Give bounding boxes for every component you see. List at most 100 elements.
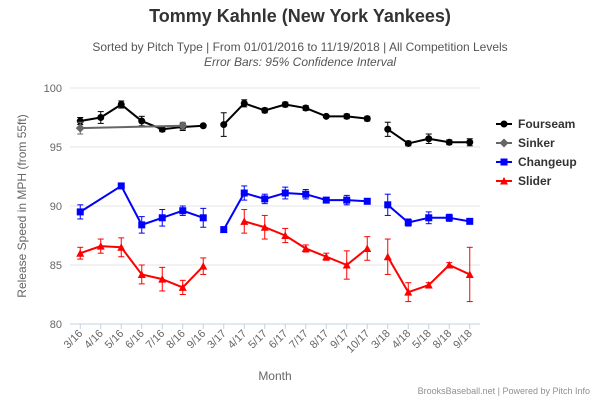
fourseam-point: [384, 125, 392, 133]
fourseam-point: [240, 99, 248, 107]
sinker-line-segment: [80, 124, 183, 130]
fourseam-point: [302, 104, 310, 112]
slider-line-segment: [386, 256, 410, 293]
slider-line-segment: [264, 226, 286, 237]
changeup-point: [117, 182, 125, 190]
changeup-point: [404, 219, 412, 227]
slider-point: [158, 275, 167, 283]
slider-point: [281, 231, 290, 239]
changeup-point: [138, 221, 146, 229]
fourseam-point: [261, 106, 269, 114]
slider-point: [404, 288, 413, 296]
fourseam-line-segment: [141, 120, 163, 131]
slider-point: [76, 249, 85, 257]
fourseam-point: [199, 122, 207, 130]
series-slider: [76, 209, 474, 303]
fourseam-line-segment: [264, 103, 286, 112]
legend-marker-sinker: [499, 138, 509, 148]
chart-title: Tommy Kahnle (New York Yankees): [149, 6, 451, 26]
fourseam-line-segment: [100, 103, 122, 119]
series-sinker: [75, 121, 188, 135]
slider-point: [301, 244, 310, 252]
slider-line-segment: [284, 234, 307, 250]
slider-point: [322, 252, 331, 261]
fourseam-point: [158, 125, 166, 133]
sinker-point: [178, 121, 188, 131]
x-tick-label: 8/18: [431, 328, 455, 352]
changeup-point: [76, 208, 84, 216]
legend-item-slider[interactable]: Slider: [496, 174, 552, 188]
changeup-point: [179, 207, 187, 215]
slider-point: [137, 270, 146, 278]
slider-line-segment: [325, 255, 348, 266]
slider-point: [117, 243, 126, 251]
legend-item-changeup[interactable]: Changeup: [496, 155, 577, 169]
slider-line-segment: [141, 273, 163, 281]
slider-point: [240, 217, 249, 225]
x-axis-title: Month: [258, 369, 291, 383]
changeup-point: [302, 190, 310, 198]
chart-subtitle: Sorted by Pitch Type | From 01/01/2016 t…: [92, 40, 508, 54]
x-tick-label: 4/18: [390, 328, 414, 352]
legend-marker-slider: [500, 177, 508, 185]
fourseam-point: [76, 117, 84, 125]
fourseam-line-segment: [223, 102, 245, 126]
y-tick-label: 100: [44, 83, 62, 95]
changeup-line-segment: [120, 185, 143, 226]
x-tick-label: 8/17: [308, 328, 332, 352]
x-tick-label: 5/18: [410, 328, 434, 352]
changeup-line-segment: [222, 192, 246, 231]
x-tick-label: 7/16: [144, 328, 168, 352]
slider-line-segment: [100, 245, 122, 249]
changeup-point: [199, 214, 207, 222]
y-axis-title: Release Speed in MPH (from 55ft): [15, 114, 29, 297]
legend-label-slider: Slider: [518, 174, 552, 188]
fourseam-point: [322, 112, 330, 120]
slider-point: [465, 270, 474, 278]
x-tick-label: 3/18: [369, 328, 393, 352]
slider-line-segment: [448, 264, 471, 276]
slider-point: [342, 261, 351, 269]
y-tick-label: 95: [50, 142, 62, 154]
fourseam-point: [97, 114, 105, 121]
fourseam-point: [281, 101, 289, 109]
fourseam-point: [343, 112, 351, 120]
changeup-point: [466, 217, 474, 225]
chart-subtitle-error-bars: Error Bars: 95% Confidence Interval: [203, 55, 397, 69]
slider-line-segment: [182, 265, 204, 289]
fourseam-point: [363, 115, 371, 123]
series-changeup: [76, 182, 474, 234]
x-tick-label: 9/18: [451, 328, 475, 352]
changeup-point: [220, 226, 228, 234]
y-tick-label: 90: [50, 201, 62, 213]
changeup-point: [343, 196, 351, 204]
legend-item-sinker[interactable]: Sinker: [496, 136, 555, 150]
changeup-point: [240, 189, 248, 197]
legend-item-fourseam[interactable]: Fourseam: [496, 117, 575, 131]
credits[interactable]: BrooksBaseball.net | Powered by Pitch In…: [417, 386, 590, 396]
fourseam-line-segment: [305, 107, 327, 118]
slider-point: [383, 252, 392, 261]
x-tick-label: 4/17: [226, 328, 250, 352]
y-tick-label: 85: [50, 260, 62, 272]
slider-line-segment: [407, 284, 430, 294]
series-fourseam: [76, 99, 474, 147]
legend-marker-changeup: [500, 158, 508, 166]
fourseam-line-segment: [120, 103, 143, 122]
fourseam-point: [425, 135, 433, 143]
slider-point: [424, 281, 433, 289]
x-tick-label: 4/16: [82, 328, 106, 352]
x-tick-label: 5/16: [103, 328, 127, 352]
slider-line-segment: [161, 278, 184, 289]
changeup-point: [281, 189, 289, 197]
legend[interactable]: Fourseam Sinker Changeup Slider: [496, 117, 577, 188]
fourseam-point: [138, 117, 146, 125]
changeup-point: [384, 201, 392, 209]
fourseam-point: [404, 139, 412, 147]
changeup-point: [425, 214, 433, 222]
legend-label-changeup: Changeup: [518, 155, 577, 169]
slider-line-segment: [305, 247, 327, 258]
fourseam-point: [117, 101, 125, 109]
slider-point: [96, 242, 105, 250]
